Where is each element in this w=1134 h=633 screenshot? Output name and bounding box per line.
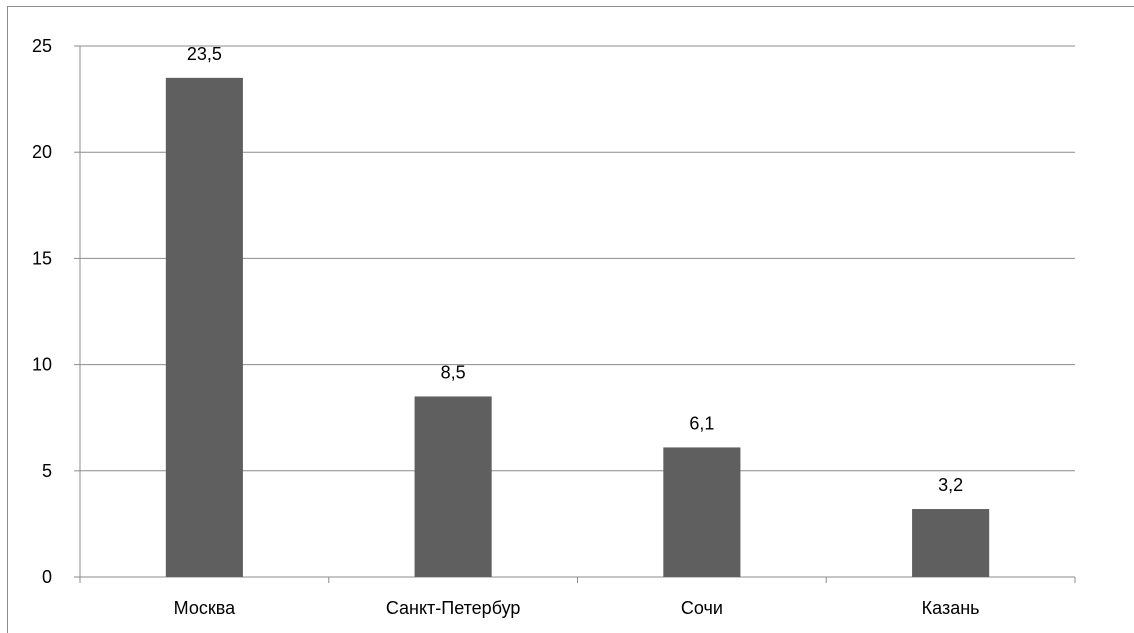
y-tick-label: 20 (32, 142, 52, 162)
category-label: Сочи (681, 598, 723, 618)
category-label: Казань (922, 598, 980, 618)
y-tick-label: 25 (32, 36, 52, 56)
data-label: 23,5 (187, 44, 222, 64)
bar-3 (663, 447, 741, 577)
gridlines (80, 45, 1075, 472)
bar-4 (912, 509, 990, 577)
axes (74, 45, 1076, 583)
data-label: 8,5 (441, 362, 466, 382)
y-tick-label: 10 (32, 355, 52, 375)
y-tick-label: 0 (42, 567, 52, 587)
bar-1 (165, 77, 243, 578)
bars (165, 77, 990, 578)
category-label: Москва (174, 598, 236, 618)
bar-2 (414, 396, 492, 577)
category-label: Санкт-Петербур (386, 598, 521, 618)
data-label: 6,1 (689, 413, 714, 433)
labels: 0 5 10 15 20 25 23,5 Москва 8,5 Санкт-Петербур 6,1… (32, 36, 980, 618)
y-tick-label: 15 (32, 248, 52, 268)
data-label: 3,2 (938, 475, 963, 495)
y-tick-label: 5 (42, 461, 52, 481)
